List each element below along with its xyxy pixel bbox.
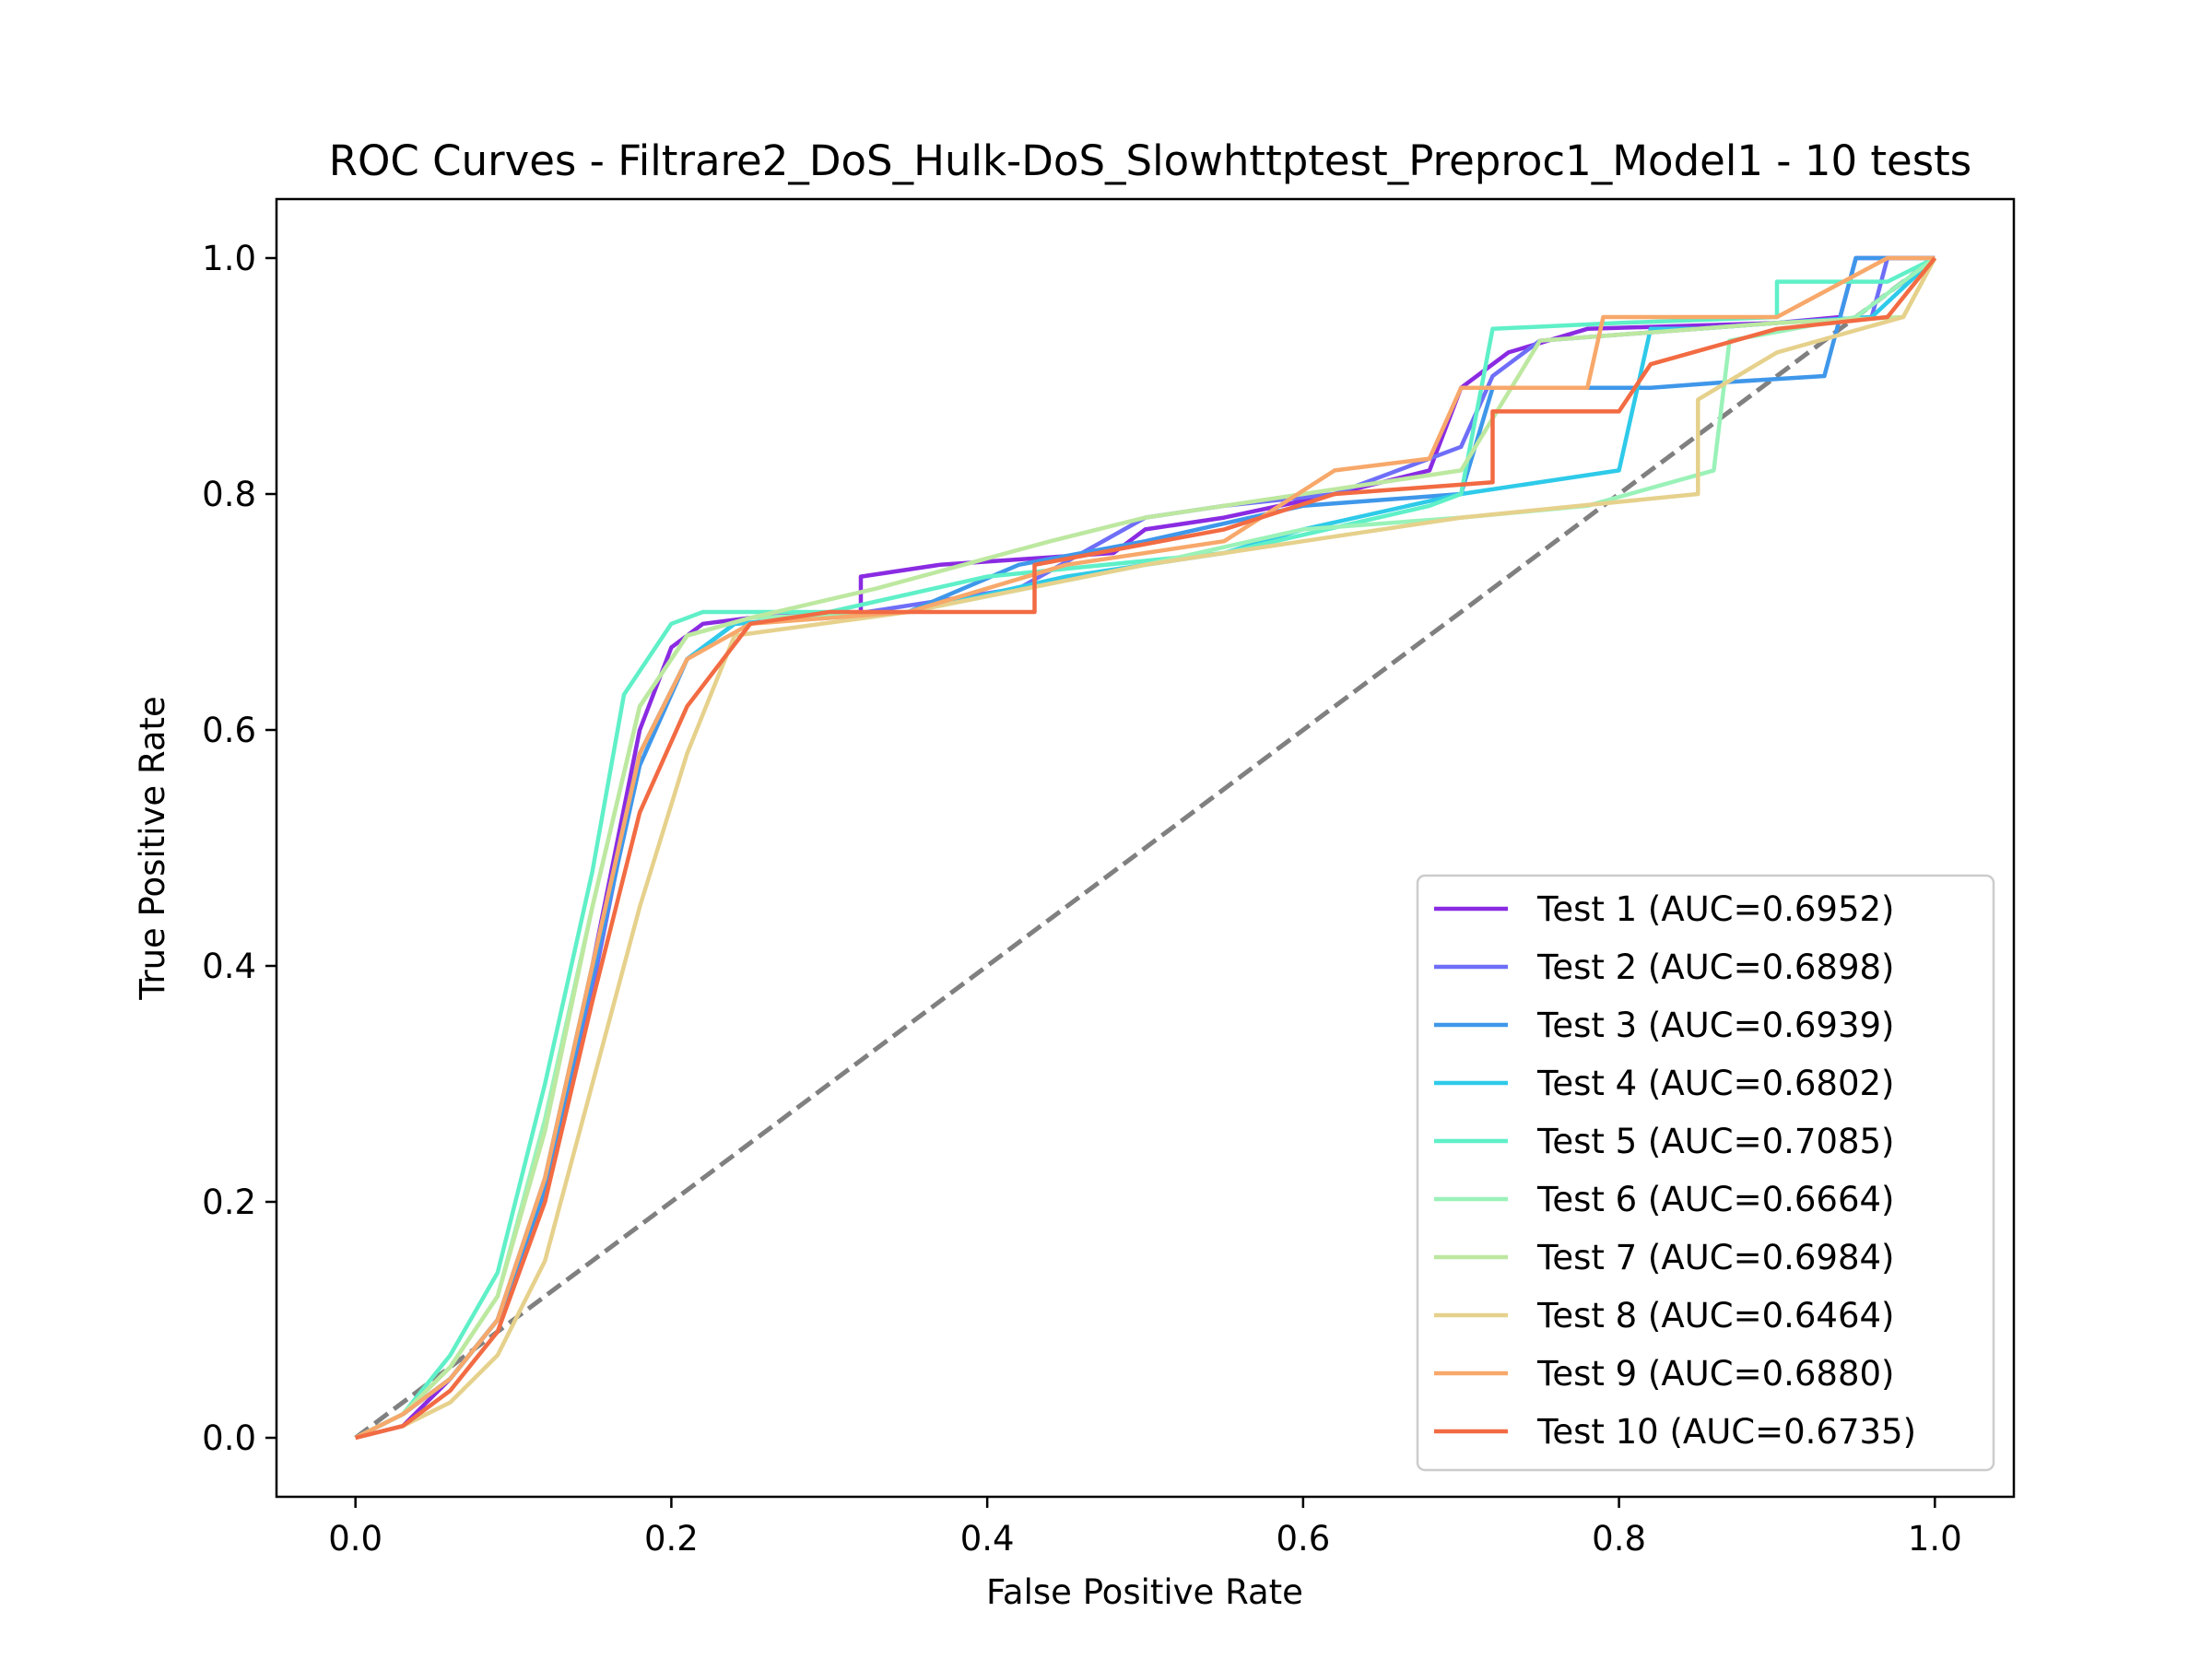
x-tick-label: 1.0 bbox=[1908, 1519, 1962, 1559]
legend-box bbox=[1416, 874, 1995, 1472]
legend: Test 1 (AUC=0.6952) Test 2 (AUC=0.6898) Te… bbox=[1416, 874, 1995, 1472]
legend-label: Test 10 (AUC=0.6735) bbox=[1536, 1412, 1916, 1452]
roc-curve-test-8 bbox=[355, 256, 1937, 1441]
y-tick-label: 0.4 bbox=[202, 947, 256, 986]
x-tick-label: 0.8 bbox=[1592, 1519, 1646, 1559]
x-tick-label: 0.2 bbox=[644, 1519, 699, 1559]
x-tick-label: 0.4 bbox=[960, 1519, 1015, 1559]
x-axis: 0.0 0.2 0.4 0.6 0.8 1.0 bbox=[328, 1497, 1962, 1559]
legend-label: Test 9 (AUC=0.6880) bbox=[1536, 1354, 1895, 1394]
y-tick-label: 0.8 bbox=[202, 475, 256, 514]
x-tick-label: 0.6 bbox=[1276, 1519, 1330, 1559]
legend-label: Test 1 (AUC=0.6952) bbox=[1536, 889, 1895, 929]
plot-area bbox=[354, 255, 1937, 1441]
plot-frame bbox=[275, 197, 2016, 1499]
legend-label: Test 7 (AUC=0.6984) bbox=[1536, 1238, 1895, 1277]
x-axis-label: False Positive Rate bbox=[986, 1572, 1303, 1612]
y-axis-label: True Positive Rate bbox=[133, 696, 172, 1001]
chance-diagonal-line bbox=[354, 255, 1936, 1441]
y-tick-label: 1.0 bbox=[202, 239, 256, 278]
legend-label: Test 3 (AUC=0.6939) bbox=[1536, 1006, 1895, 1045]
legend-label: Test 4 (AUC=0.6802) bbox=[1536, 1064, 1895, 1103]
roc-curve-test-7 bbox=[354, 256, 1937, 1441]
y-tick-label: 0.2 bbox=[202, 1182, 256, 1222]
legend-label: Test 5 (AUC=0.7085) bbox=[1536, 1122, 1895, 1161]
legend-label: Test 6 (AUC=0.6664) bbox=[1536, 1180, 1895, 1219]
x-tick-label: 0.0 bbox=[328, 1519, 382, 1559]
legend-label: Test 8 (AUC=0.6464) bbox=[1536, 1296, 1895, 1335]
legend-label: Test 2 (AUC=0.6898) bbox=[1536, 947, 1895, 987]
y-axis: 0.0 0.2 0.4 0.6 0.8 1.0 bbox=[202, 239, 276, 1458]
y-tick-label: 0.6 bbox=[202, 711, 256, 750]
roc-curve-test-9 bbox=[354, 255, 1936, 1441]
y-tick-label: 0.0 bbox=[202, 1418, 256, 1458]
roc-curve-test-10 bbox=[355, 256, 1937, 1441]
chart-title: ROC Curves - Filtrare2_DoS_Hulk-DoS_Slow… bbox=[329, 136, 1972, 185]
